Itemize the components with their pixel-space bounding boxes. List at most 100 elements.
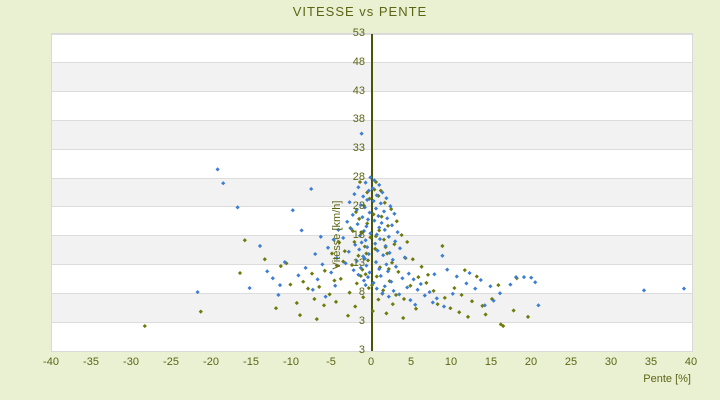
data-point (276, 292, 281, 298)
data-point (396, 269, 401, 275)
data-point (353, 242, 358, 247)
data-point (359, 131, 364, 136)
data-point (462, 268, 467, 273)
data-point (237, 270, 243, 276)
data-point (352, 192, 357, 197)
data-point (365, 245, 370, 250)
data-point (371, 280, 376, 285)
data-point (313, 251, 318, 257)
data-point (367, 270, 372, 275)
data-point (374, 193, 379, 198)
data-point (349, 226, 354, 231)
scatter-points-svg (142, 131, 687, 329)
x-tick-label: 5 (407, 356, 415, 368)
data-point (350, 212, 355, 217)
zero-axis-line (371, 34, 373, 351)
data-point (354, 207, 359, 212)
y-tick-label: 23 (352, 199, 365, 212)
data-point (376, 193, 381, 198)
data-point (363, 238, 368, 243)
x-tick-label: 40 (684, 356, 698, 368)
data-point (378, 188, 383, 193)
data-point (395, 230, 400, 235)
data-point (390, 302, 395, 307)
data-point (333, 299, 339, 304)
data-point (365, 197, 370, 203)
data-point (381, 209, 387, 214)
data-point (478, 277, 483, 283)
data-point (382, 227, 387, 232)
data-point (357, 179, 363, 185)
data-point (318, 234, 323, 239)
data-point (370, 308, 375, 314)
data-point (273, 306, 279, 311)
data-point (382, 284, 387, 289)
data-point (511, 308, 516, 313)
data-point (367, 210, 372, 215)
data-point (536, 303, 541, 308)
data-point (363, 283, 368, 288)
data-point (374, 232, 379, 237)
data-point (321, 303, 327, 308)
data-point (392, 211, 397, 216)
y-tick-label: 33 (352, 142, 365, 155)
data-point (533, 280, 538, 285)
data-point (413, 302, 418, 307)
data-point (345, 313, 351, 318)
y-tick-label: 18 (352, 228, 365, 241)
y-tick-label: 53 (352, 27, 365, 39)
data-point (387, 279, 392, 284)
data-point (297, 313, 303, 318)
data-point (356, 253, 361, 258)
data-point (315, 277, 320, 282)
data-point (195, 289, 200, 295)
data-point (361, 228, 367, 234)
data-point (362, 244, 367, 249)
data-point (277, 283, 283, 288)
x-tick-label: 30 (604, 356, 618, 368)
data-point (385, 223, 391, 228)
data-point (378, 273, 383, 279)
data-point (332, 278, 337, 283)
data-point (372, 178, 377, 183)
data-point (242, 238, 247, 243)
data-point (387, 250, 392, 255)
data-point (355, 221, 360, 227)
data-point (411, 277, 416, 282)
data-point (401, 315, 406, 321)
data-point (374, 274, 379, 279)
data-point (342, 249, 347, 254)
data-point (377, 182, 382, 188)
data-point (265, 269, 270, 274)
data-point (351, 268, 356, 273)
chart-title: VITESSE vs PENTE (292, 4, 428, 19)
data-point (391, 288, 396, 294)
data-point (325, 245, 331, 250)
data-point (389, 223, 395, 228)
data-point (394, 219, 399, 224)
data-point (301, 279, 306, 284)
data-point (359, 240, 364, 245)
data-point (450, 291, 455, 296)
data-point (367, 196, 372, 201)
data-point (497, 291, 503, 296)
data-point (303, 265, 308, 270)
data-point (278, 264, 283, 269)
data-point (235, 205, 240, 210)
x-tick-label: -20 (203, 356, 219, 368)
data-point (323, 294, 328, 299)
data-point (427, 289, 432, 295)
plot-area (51, 33, 693, 352)
data-point (434, 296, 439, 301)
data-point (378, 201, 383, 206)
x-tick-label: -5 (326, 356, 336, 368)
data-point (352, 239, 357, 245)
data-point (309, 271, 315, 276)
data-point (384, 196, 389, 201)
x-axis-title: Pente [%] (643, 373, 691, 385)
data-point (415, 287, 420, 292)
data-point (432, 272, 437, 277)
x-tick-label: 20 (524, 356, 538, 368)
data-point (384, 262, 389, 267)
data-point (215, 167, 220, 172)
